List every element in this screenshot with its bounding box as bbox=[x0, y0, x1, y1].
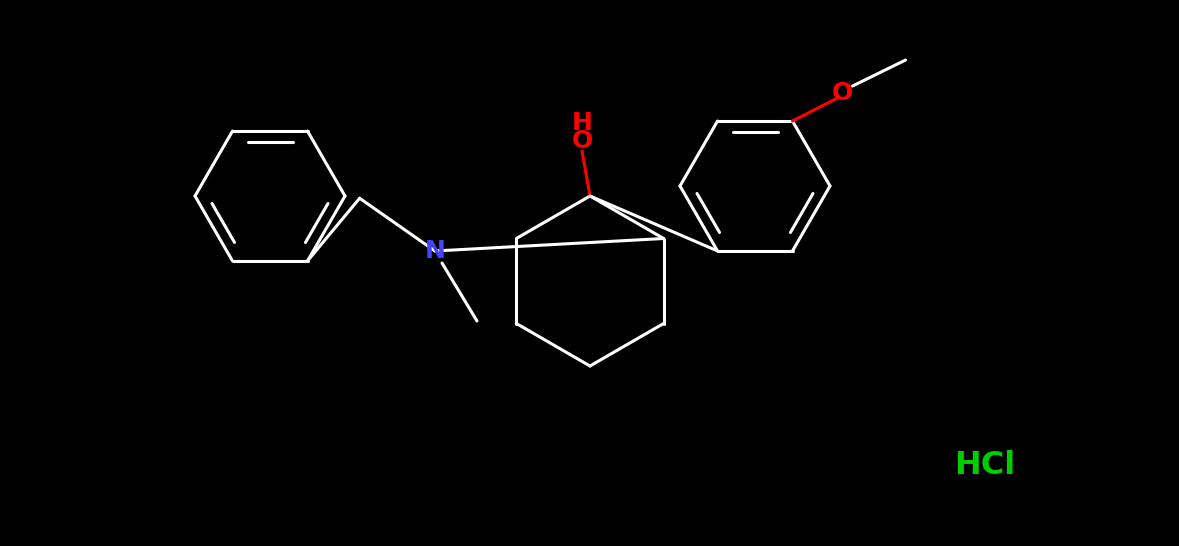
Text: HCl: HCl bbox=[954, 450, 1015, 482]
Text: O: O bbox=[832, 81, 854, 105]
Text: H: H bbox=[572, 111, 592, 135]
Text: O: O bbox=[572, 129, 593, 153]
Text: N: N bbox=[424, 239, 446, 263]
